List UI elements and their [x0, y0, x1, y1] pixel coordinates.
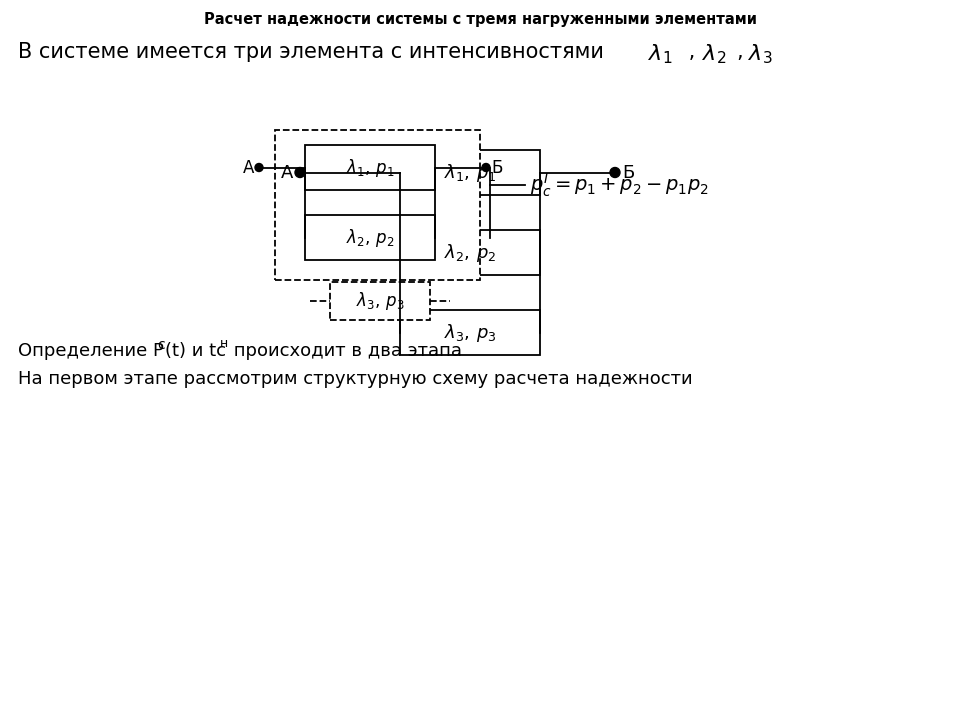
Circle shape: [295, 168, 305, 178]
Circle shape: [255, 163, 263, 171]
Bar: [305, 145, 435, 190]
Text: $\lambda_3,\, p_3$: $\lambda_3,\, p_3$: [444, 322, 496, 343]
Text: $p_c^I = p_1 + p_2 - p_1 p_2$: $p_c^I = p_1 + p_2 - p_1 p_2$: [530, 171, 708, 199]
Text: $\lambda_1$: $\lambda_1$: [648, 42, 673, 66]
Bar: [275, 130, 480, 280]
Text: с: с: [157, 338, 164, 352]
Text: В системе имеется три элемента с интенсивностями: В системе имеется три элемента с интенси…: [18, 42, 611, 62]
Text: $\lambda_3,\, p_3$: $\lambda_3,\, p_3$: [355, 290, 404, 312]
Text: $\lambda_1,\, p_1$: $\lambda_1,\, p_1$: [346, 156, 395, 179]
Text: А: А: [280, 163, 293, 181]
Text: (t) и tc: (t) и tc: [165, 342, 226, 360]
Text: ,: ,: [736, 42, 743, 62]
Text: Расчет надежности системы с тремя нагруженными элементами: Расчет надежности системы с тремя нагруж…: [204, 12, 756, 27]
Bar: [330, 282, 430, 320]
Text: А: А: [243, 158, 254, 176]
Text: $\lambda_2,\, p_2$: $\lambda_2,\, p_2$: [346, 227, 395, 248]
Text: ,: ,: [682, 42, 695, 62]
Text: $\lambda_2$: $\lambda_2$: [702, 42, 727, 66]
Bar: [400, 310, 540, 355]
Circle shape: [482, 163, 490, 171]
Text: $\lambda_2,\, p_2$: $\lambda_2,\, p_2$: [444, 241, 496, 264]
Text: На первом этапе рассмотрим структурную схему расчета надежности: На первом этапе рассмотрим структурную с…: [18, 370, 692, 388]
Bar: [400, 230, 540, 275]
Text: Определение P: Определение P: [18, 342, 164, 360]
Text: н: н: [220, 337, 228, 350]
Bar: [400, 150, 540, 195]
Bar: [305, 215, 435, 260]
Text: $\lambda_1,\, p_1$: $\lambda_1,\, p_1$: [444, 161, 496, 184]
Text: происходит в два этапа: происходит в два этапа: [228, 342, 462, 360]
Text: Б: Б: [622, 163, 635, 181]
Circle shape: [610, 168, 620, 178]
Text: Б: Б: [491, 158, 502, 176]
Text: $\lambda_3$: $\lambda_3$: [748, 42, 773, 66]
